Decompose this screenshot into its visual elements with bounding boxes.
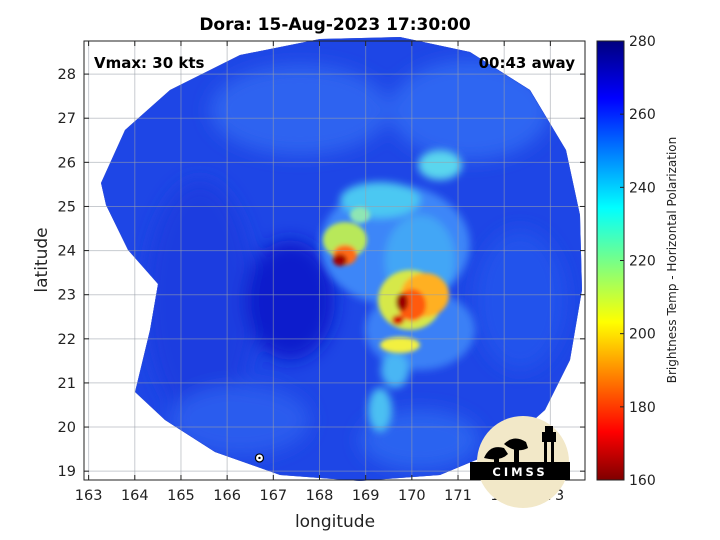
colorbar xyxy=(596,40,625,481)
colorbar-tick-label: 220 xyxy=(629,254,656,270)
y-axis-ticks: 19 20 21 22 23 24 25 26 27 28 xyxy=(58,67,585,480)
y-tick-label: 24 xyxy=(58,244,76,260)
x-tick-label: 164 xyxy=(121,488,149,504)
chart-title: Dora: 15-Aug-2023 17:30:00 xyxy=(199,15,471,35)
cimss-logo: CIMSS xyxy=(470,416,570,508)
y-tick-label: 28 xyxy=(58,67,76,83)
x-tick-label: 168 xyxy=(306,488,334,504)
y-tick-label: 19 xyxy=(58,464,76,480)
y-tick-label: 26 xyxy=(58,155,76,171)
colorbar-tick-label: 280 xyxy=(629,34,656,50)
x-tick-label: 165 xyxy=(167,488,195,504)
x-tick-label: 170 xyxy=(398,488,426,504)
time-away-annotation: 00:43 away xyxy=(479,54,576,72)
storm-center-dot xyxy=(258,456,261,460)
y-tick-label: 21 xyxy=(58,376,76,392)
y-tick-label: 23 xyxy=(58,288,76,304)
x-tick-label: 171 xyxy=(444,488,472,504)
cimss-logo-text: CIMSS xyxy=(492,465,547,479)
swath-edge xyxy=(101,37,582,481)
x-tick-label: 163 xyxy=(75,488,103,504)
y-tick-label: 27 xyxy=(58,111,76,127)
y-axis-label: latitude xyxy=(32,227,52,292)
colorbar-tick-label: 160 xyxy=(629,473,656,489)
colorbar-ticks: 160 180 200 220 240 260 280 xyxy=(620,34,656,489)
vmax-annotation: Vmax: 30 kts xyxy=(94,54,204,72)
colorbar-tick-label: 240 xyxy=(629,180,656,196)
colorbar-tick-label: 260 xyxy=(629,107,656,123)
x-tick-label: 167 xyxy=(259,488,287,504)
storm-center-marker xyxy=(254,453,265,463)
colorbar-label: Brightness Temp - Horizontal Polarizatio… xyxy=(665,137,679,384)
colorbar-tick-label: 200 xyxy=(629,327,656,343)
y-tick-label: 22 xyxy=(58,332,76,348)
colorbar-tick-label: 180 xyxy=(629,400,656,416)
y-tick-label: 20 xyxy=(58,420,76,436)
x-tick-label: 166 xyxy=(213,488,241,504)
axes-frame xyxy=(83,40,586,481)
y-tick-label: 25 xyxy=(58,199,76,215)
x-axis-label: longitude xyxy=(295,512,375,532)
x-tick-label: 169 xyxy=(352,488,380,504)
